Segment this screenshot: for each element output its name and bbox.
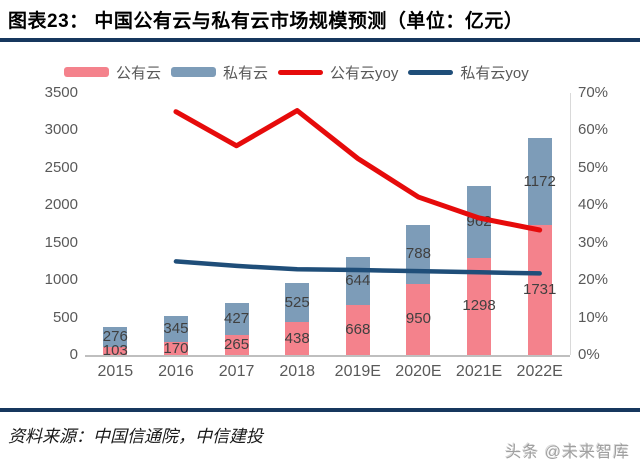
legend-label: 公有云yoy	[330, 64, 399, 82]
legend-swatch-icon	[171, 67, 217, 77]
legend-swatch-icon	[64, 67, 109, 77]
right-axis-tick-label: 70%	[578, 84, 609, 101]
bar-value-label-private: 345	[163, 320, 189, 338]
legend-label: 私有云yoy	[460, 64, 529, 82]
x-axis-label: 2018	[279, 363, 315, 380]
legend-swatch-icon	[408, 69, 454, 75]
x-axis-line	[85, 355, 570, 357]
bar-value-label-private: 788	[405, 245, 431, 263]
figure-title: 图表23： 中国公有云与私有云市场规模预测（单位：亿元）	[8, 11, 524, 32]
legend-swatch-icon	[278, 69, 324, 75]
x-axis-label: 2020E	[395, 363, 442, 380]
legend-label: 公有云	[116, 64, 162, 82]
bar-value-label-private: 276	[102, 327, 128, 345]
x-axis-label: 2015	[97, 363, 134, 380]
bar-value-label-private: 644	[345, 271, 371, 289]
bar-value-label-private: 962	[466, 212, 492, 230]
bar-value-label-public: 103	[102, 342, 128, 360]
bar-segment-public	[163, 342, 188, 355]
right-axis-tick-label: 50%	[578, 158, 609, 176]
bar-segment-public	[345, 304, 370, 355]
y-axis-tick-label: 500	[52, 308, 78, 326]
x-axis-label: 2022E	[516, 363, 563, 380]
bar-value-label-public: 170	[163, 339, 189, 357]
legend-label: 私有云	[223, 64, 269, 82]
title-divider	[0, 38, 640, 42]
bar-segment-public	[285, 322, 310, 355]
right-axis-tick-label: 30%	[578, 233, 609, 251]
x-axis-label: 2019E	[334, 363, 381, 380]
watermark: 头条 @未来智库	[505, 444, 630, 461]
legend-item: 公有云	[64, 62, 161, 83]
source-note: 资料来源：中国信通院，中信建投	[8, 427, 263, 446]
y-axis-tick-label: 3500	[44, 84, 78, 101]
bar-segment-public	[527, 225, 552, 355]
legend-item: 公有云yoy	[278, 62, 398, 83]
bar-segment-private	[224, 303, 249, 336]
right-axis-tick-label: 60%	[578, 121, 609, 139]
bar-segment-public	[103, 347, 128, 355]
chart-legend: 公有云 私有云 公有云yoy 私有云yoy	[64, 62, 624, 82]
x-axis-label: 2017	[218, 363, 255, 380]
y-axis-tick-label: 2500	[44, 158, 78, 176]
bar-segment-private	[103, 326, 128, 348]
y-axis-tick-label: 2000	[44, 196, 78, 214]
right-axis-tick-label: 10%	[578, 308, 609, 326]
legend-item: 私有云	[171, 62, 268, 83]
bar-segment-public	[224, 335, 249, 355]
y-axis-tick-label: 1000	[44, 271, 78, 289]
bar-value-label-public: 668	[345, 320, 371, 338]
x-axis-label: 2016	[158, 363, 194, 380]
bar-value-label-private: 1172	[523, 172, 556, 190]
bar-segment-private	[163, 316, 188, 343]
bar-value-label-public: 265	[224, 336, 250, 354]
bar-value-label-public: 950	[405, 310, 431, 328]
right-axis-tick-label: 20%	[578, 271, 609, 289]
right-axis-tick-label: 0%	[578, 346, 600, 363]
bar-segment-private	[285, 282, 310, 323]
right-axis-tick-label: 40%	[578, 196, 609, 214]
bar-value-label-public: 438	[284, 329, 310, 347]
y-axis-tick-label: 3000	[44, 121, 78, 139]
footer-divider	[0, 408, 640, 412]
x-axis-label: 2021E	[455, 363, 503, 380]
right-axis-line	[570, 93, 571, 355]
bar-value-label-public: 1298	[462, 297, 496, 315]
bar-value-label-private: 427	[224, 310, 250, 328]
bar-value-label-public: 1731	[523, 281, 557, 299]
bar-value-label-private: 525	[284, 293, 310, 311]
bar-segment-public	[406, 283, 431, 355]
y-axis-tick-label: 0	[69, 346, 78, 363]
legend-item: 私有云yoy	[408, 62, 529, 83]
y-axis-tick-label: 1500	[44, 233, 78, 251]
